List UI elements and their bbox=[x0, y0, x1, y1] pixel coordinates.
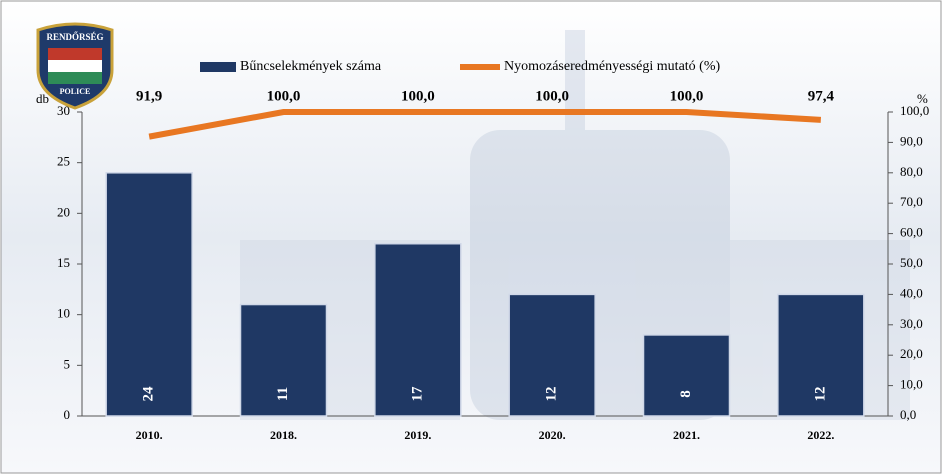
x-tick-label: 2019. bbox=[404, 428, 431, 442]
y2-tick-label: 90,0 bbox=[900, 133, 923, 148]
y-tick-label: 30 bbox=[57, 103, 70, 118]
logo-top: RENDŐRSÉG bbox=[46, 32, 103, 42]
bar-value-label: 12 bbox=[812, 387, 828, 402]
logo-bottom: POLICE bbox=[60, 87, 91, 96]
x-tick-label: 2021. bbox=[673, 428, 700, 442]
y-axis-label: db bbox=[36, 91, 49, 106]
y2-tick-label: 40,0 bbox=[900, 285, 923, 300]
y2-tick-label: 0,0 bbox=[900, 407, 916, 422]
bar-value-label: 17 bbox=[409, 386, 425, 402]
y2-tick-label: 20,0 bbox=[900, 346, 923, 361]
y2-tick-label: 10,0 bbox=[900, 377, 923, 392]
y2-tick-label: 50,0 bbox=[900, 255, 923, 270]
bar-value-label: 24 bbox=[141, 386, 157, 402]
y2-tick-label: 100,0 bbox=[900, 103, 929, 118]
line-value-label: 100,0 bbox=[401, 88, 435, 104]
legend-swatch bbox=[200, 62, 236, 72]
y2-tick-label: 30,0 bbox=[900, 316, 923, 331]
y2-tick-label: 80,0 bbox=[900, 164, 923, 179]
y2-tick-label: 60,0 bbox=[900, 225, 923, 240]
legend-label: Bűncselekmények száma bbox=[240, 59, 382, 74]
x-tick-label: 2010. bbox=[136, 428, 163, 442]
bar-value-label: 11 bbox=[275, 387, 291, 401]
logo: RENDŐRSÉG POLICE bbox=[38, 24, 112, 108]
y-tick-label: 0 bbox=[64, 407, 71, 422]
line-value-label: 97,4 bbox=[808, 88, 835, 104]
x-tick-label: 2022. bbox=[807, 428, 834, 442]
x-tick-label: 2018. bbox=[270, 428, 297, 442]
bar-value-label: 12 bbox=[544, 387, 560, 402]
y-tick-label: 15 bbox=[57, 255, 70, 270]
y-tick-label: 5 bbox=[64, 356, 71, 371]
bar bbox=[644, 335, 730, 416]
y-tick-label: 25 bbox=[57, 154, 70, 169]
line-value-label: 91,9 bbox=[136, 88, 162, 104]
bar-value-label: 8 bbox=[678, 390, 694, 398]
line-value-label: 100,0 bbox=[535, 88, 569, 104]
y-tick-label: 20 bbox=[57, 204, 70, 219]
line-value-label: 100,0 bbox=[267, 88, 301, 104]
line-value-label: 100,0 bbox=[670, 88, 704, 104]
bar bbox=[106, 173, 192, 416]
y-tick-label: 10 bbox=[57, 306, 70, 321]
x-tick-label: 2020. bbox=[539, 428, 566, 442]
legend-label: Nyomozáseredményességi mutató (%) bbox=[504, 59, 720, 74]
chart: RENDŐRSÉG POLICE db % 0510152025300,010,… bbox=[0, 0, 942, 474]
y2-tick-label: 70,0 bbox=[900, 194, 923, 209]
